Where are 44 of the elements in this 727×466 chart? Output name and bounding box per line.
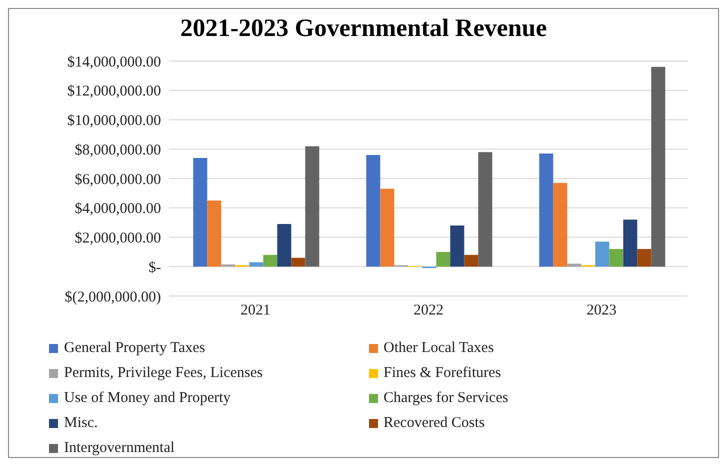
bar xyxy=(436,252,450,267)
bar xyxy=(221,264,236,267)
y-tick-label: $14,000,000.00 xyxy=(67,54,161,70)
y-tick-label: $6,000,000.00 xyxy=(74,172,161,188)
legend-label: Charges for Services xyxy=(384,390,508,407)
bar xyxy=(193,158,208,267)
bar xyxy=(249,262,264,267)
legend-label: Fines & Forefitures xyxy=(384,365,501,382)
bar xyxy=(595,242,610,267)
bar xyxy=(291,258,306,267)
legend-label: Other Local Taxes xyxy=(384,340,494,357)
bar xyxy=(623,220,638,267)
legend-label: Permits, Privilege Fees, Licenses xyxy=(64,365,263,382)
bar xyxy=(450,226,464,267)
chart-title: 2021-2023 Governmental Revenue xyxy=(179,14,548,44)
bar xyxy=(539,154,554,267)
bar xyxy=(263,254,278,267)
y-tick-label: $10,000,000.00 xyxy=(67,113,161,130)
bar xyxy=(380,188,394,267)
bar xyxy=(305,146,320,267)
bar xyxy=(567,264,582,267)
y-tick-label: $2,000,000.00 xyxy=(74,230,161,247)
y-tick-label: $(2,000,000.00) xyxy=(64,289,161,306)
y-tick-label: $8,000,000.00 xyxy=(74,142,161,158)
bar xyxy=(366,155,380,267)
bar xyxy=(277,224,292,267)
bar xyxy=(609,249,624,267)
bar xyxy=(651,66,666,267)
y-tick-label: $- xyxy=(148,260,161,276)
x-tick-label: 2022 xyxy=(414,302,444,319)
legend-label: Intergovernmental xyxy=(64,440,175,457)
legend-label: Recovered Costs xyxy=(384,415,485,432)
bar xyxy=(637,249,652,267)
bar xyxy=(553,182,568,267)
bar xyxy=(464,254,478,267)
legend-label: Misc. xyxy=(64,415,98,432)
x-tick-label: 2023 xyxy=(586,302,616,319)
legend-label: Use of Money and Property xyxy=(64,390,231,407)
y-tick-label: $12,000,000.00 xyxy=(67,84,161,100)
bar xyxy=(207,200,222,267)
bar xyxy=(478,152,492,267)
x-tick-label: 2021 xyxy=(240,302,270,319)
y-tick-label: $4,000,000.00 xyxy=(74,201,161,218)
legend-label: General Property Taxes xyxy=(64,340,206,357)
